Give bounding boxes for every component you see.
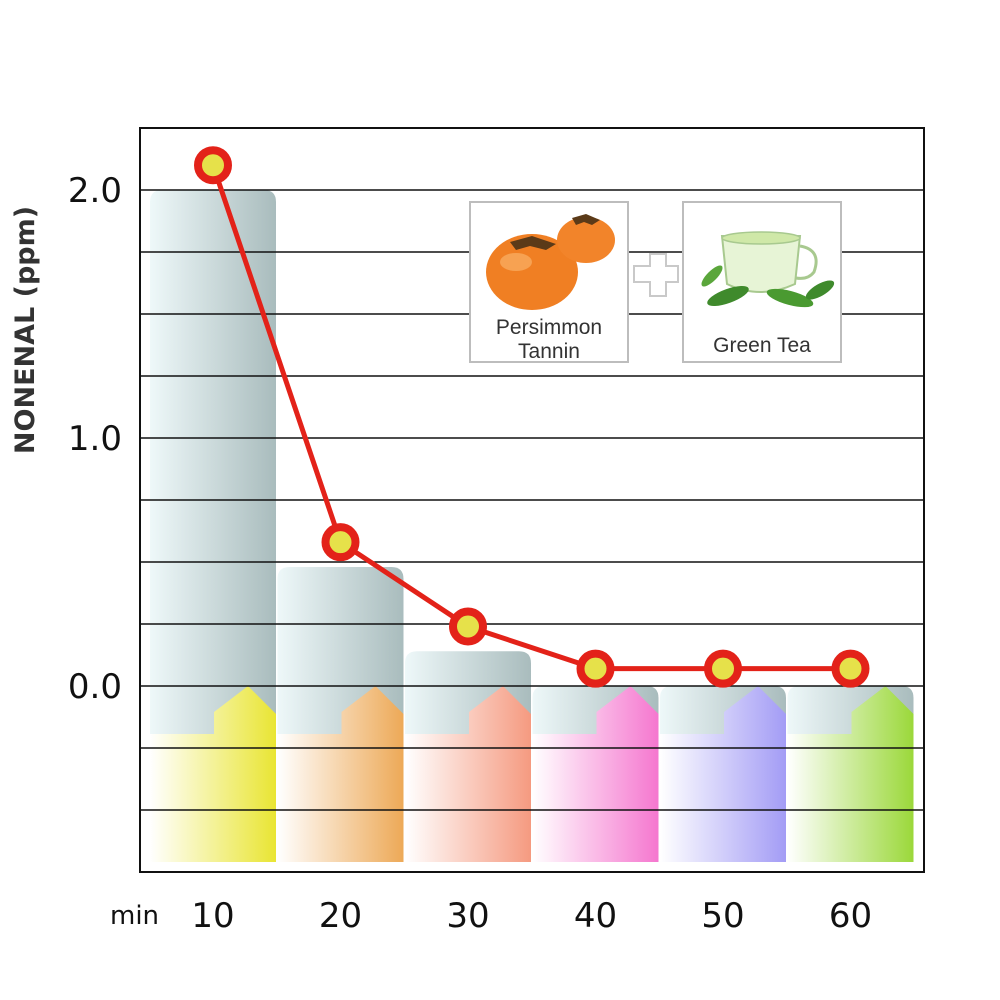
bars-layer bbox=[150, 190, 914, 862]
plot-frame bbox=[139, 127, 925, 873]
bar-40 bbox=[532, 686, 659, 862]
data-point bbox=[704, 649, 742, 688]
data-point bbox=[831, 649, 870, 688]
plus-icon bbox=[633, 253, 679, 297]
legend-label-green-tea: Green Tea bbox=[713, 334, 811, 357]
y-axis: 0.0 1.0 2.0 bbox=[68, 171, 122, 707]
data-point bbox=[321, 523, 360, 562]
data-point bbox=[194, 146, 232, 185]
legend-item-green-tea: Green Tea bbox=[682, 201, 842, 363]
bar-60 bbox=[787, 686, 914, 862]
green-tea-icon bbox=[701, 231, 835, 308]
bar-color-tag bbox=[405, 686, 531, 862]
y-tick-label: 0.0 bbox=[68, 667, 122, 707]
data-point bbox=[449, 607, 487, 646]
legend: Persimmon Tannin Green Tea bbox=[469, 201, 842, 363]
bar-color-tag bbox=[787, 686, 914, 862]
bar-30 bbox=[405, 651, 531, 862]
data-point bbox=[576, 649, 615, 688]
bar-color-tag bbox=[277, 686, 404, 862]
bar-10 bbox=[150, 190, 276, 862]
x-tick-label: 20 bbox=[319, 896, 362, 936]
bar-50 bbox=[660, 686, 786, 862]
y-axis-title: NONENAL (ppm) bbox=[10, 206, 41, 454]
legend-item-persimmon: Persimmon Tannin bbox=[469, 201, 629, 363]
x-axis-unit-label: min bbox=[110, 901, 159, 931]
series-line-layer bbox=[194, 146, 870, 688]
legend-label-persimmon-1: Persimmon Tannin bbox=[496, 316, 602, 363]
x-tick-label: 40 bbox=[574, 896, 617, 936]
bar-color-tag bbox=[532, 686, 659, 862]
x-axis: 10 20 30 40 50 60 bbox=[191, 896, 872, 936]
bar-20 bbox=[277, 566, 404, 862]
bar-color-tag bbox=[660, 686, 786, 862]
x-tick-label: 50 bbox=[701, 896, 744, 936]
series-line bbox=[210, 164, 851, 672]
persimmon-icon bbox=[486, 214, 615, 310]
x-tick-label: 60 bbox=[829, 896, 872, 936]
bar-color-tag bbox=[150, 686, 276, 862]
gridlines bbox=[140, 189, 924, 811]
y-tick-label: 1.0 bbox=[68, 419, 122, 459]
x-tick-label: 10 bbox=[191, 896, 234, 936]
y-tick-label: 2.0 bbox=[68, 171, 122, 211]
x-tick-label: 30 bbox=[446, 896, 489, 936]
